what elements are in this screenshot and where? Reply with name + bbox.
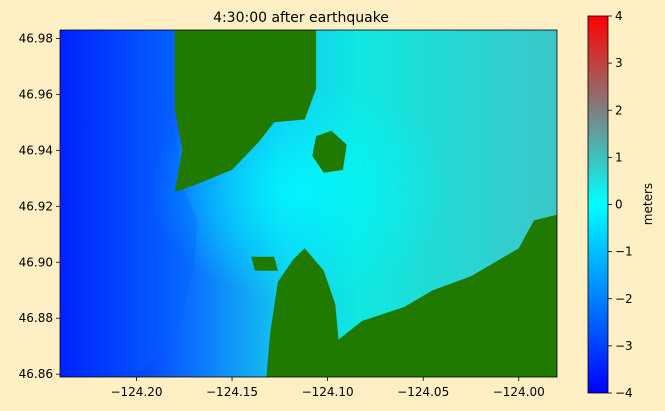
y-tick-label-3: 46.92 <box>19 199 53 213</box>
colorbar-tick-label-6: −2 <box>615 292 633 306</box>
colorbar-tick-label-7: −3 <box>615 339 633 353</box>
colorbar-tick-label-0: 4 <box>615 9 623 23</box>
plot-area <box>60 30 557 377</box>
land-layer <box>174 30 557 377</box>
shallow-region-0 <box>60 30 198 377</box>
colorbar-tick-label-8: −4 <box>615 386 633 400</box>
x-tick-label-0: −124.20 <box>110 385 162 399</box>
colorbar-scale <box>587 15 609 394</box>
y-tick-label-5: 46.96 <box>19 87 53 101</box>
colorbar-tick-label-2: 2 <box>615 103 623 117</box>
y-tick-label-6: 46.98 <box>19 31 53 45</box>
colorbar-tick-label-5: −1 <box>615 245 633 259</box>
y-tick-label-1: 46.88 <box>19 311 53 325</box>
x-tick-label-3: −124.05 <box>397 385 449 399</box>
land-region-1 <box>174 30 317 193</box>
x-axis: −124.20 −124.15 −124.10 −124.05 −124.00 <box>110 377 545 399</box>
plot-frame <box>59 29 558 378</box>
land-region-2 <box>266 248 340 377</box>
colorbar-tick-label-3: 1 <box>615 150 623 164</box>
y-tick-label-0: 46.86 <box>19 367 53 381</box>
y-tick-label-2: 46.90 <box>19 255 53 269</box>
land-region-0 <box>327 214 557 377</box>
x-tick-label-4: −124.00 <box>493 385 545 399</box>
land-region-4 <box>251 256 278 271</box>
colorbar-tick-label-1: 3 <box>615 56 623 70</box>
colorbar-label: meters <box>641 183 655 225</box>
colorbar-tick-label-4: 0 <box>615 198 623 212</box>
y-tick-label-4: 46.94 <box>19 143 53 157</box>
colorbar-ticks: 4 3 2 1 0 −1 −2 −3 −4 <box>608 9 633 400</box>
x-tick-label-2: −124.10 <box>302 385 354 399</box>
land-region-3 <box>312 130 347 173</box>
colorbar: 4 3 2 1 0 −1 −2 −3 −4 meters <box>587 9 655 400</box>
x-tick-label-1: −124.15 <box>206 385 258 399</box>
y-axis: 46.86 46.88 46.90 46.92 46.94 46.96 46.98 <box>19 31 60 381</box>
chart-title: 4:30:00 after earthquake <box>213 10 389 26</box>
shallow-water-layer <box>60 30 198 377</box>
